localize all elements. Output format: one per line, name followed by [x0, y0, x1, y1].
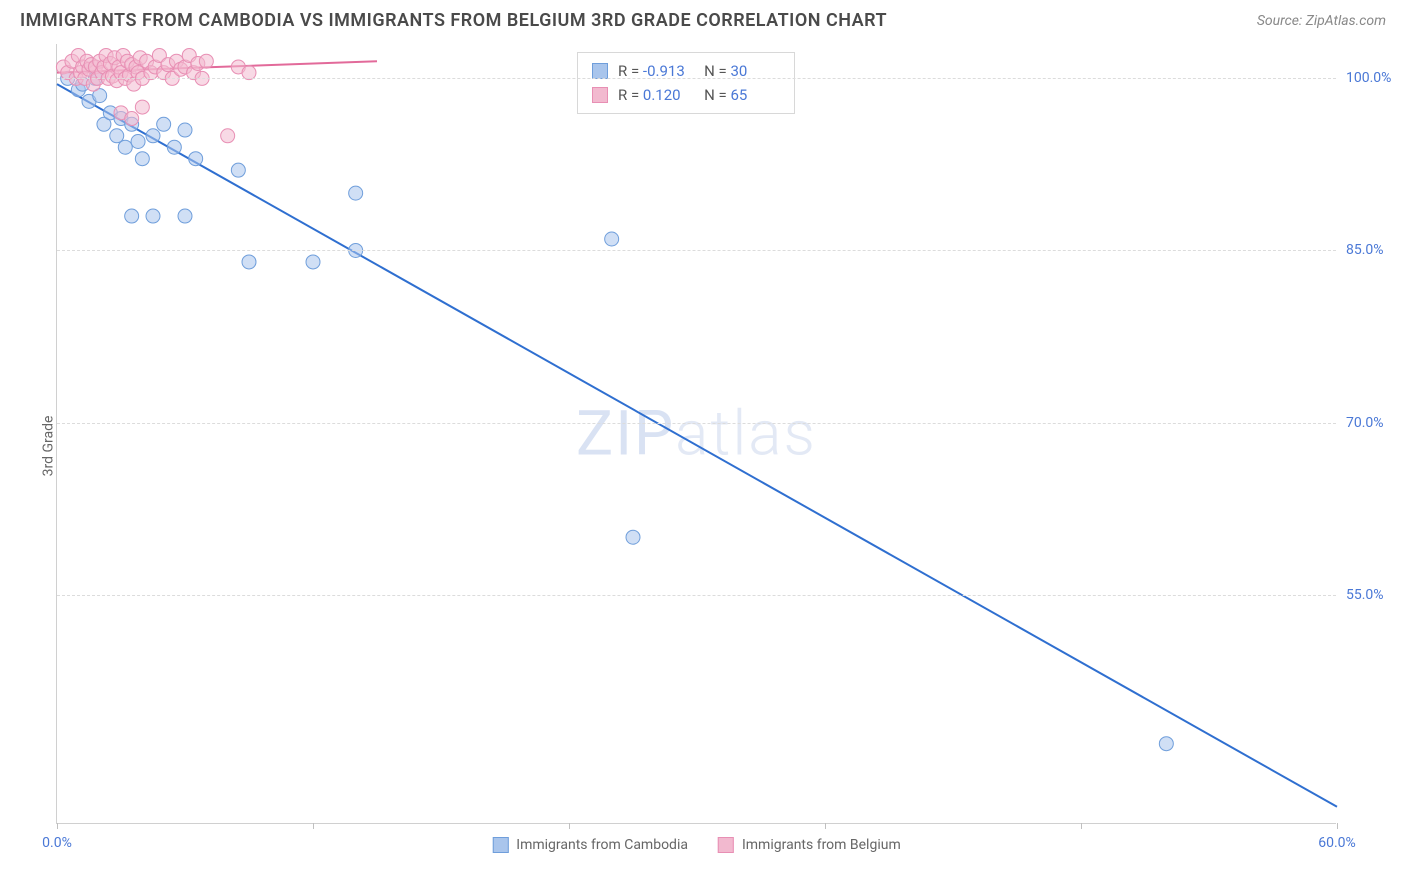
legend-item-cambodia: Immigrants from Cambodia	[492, 837, 688, 853]
chart-plot-area: ZIPatlas R = -0.913 N = 30R = 0.120 N = …	[56, 44, 1336, 824]
data-point-cambodia	[349, 186, 363, 200]
data-point-cambodia	[189, 152, 203, 166]
legend-swatch	[492, 837, 508, 853]
data-point-cambodia	[125, 209, 139, 223]
data-point-cambodia	[242, 255, 256, 269]
gridline	[57, 423, 1336, 424]
x-tick-label: 60.0%	[1318, 835, 1356, 851]
data-point-belgium	[135, 100, 149, 114]
bottom-legend: Immigrants from Cambodia Immigrants from …	[492, 837, 900, 853]
gridline	[57, 250, 1336, 251]
y-tick-label: 100.0%	[1346, 70, 1406, 86]
legend-swatch	[718, 837, 734, 853]
y-axis-label: 3rd Grade	[40, 416, 56, 477]
y-tick-label: 55.0%	[1346, 587, 1406, 603]
legend-swatch	[592, 63, 608, 79]
gridline	[57, 78, 1336, 79]
x-tick-label: 0.0%	[42, 835, 72, 851]
x-tick	[313, 823, 314, 829]
trend-line-cambodia	[57, 84, 1337, 807]
x-tick	[1337, 823, 1338, 829]
data-point-cambodia	[110, 129, 124, 143]
stats-text: R = 0.120 N = 65	[618, 83, 780, 107]
chart-title: IMMIGRANTS FROM CAMBODIA VS IMMIGRANTS F…	[20, 10, 887, 31]
y-tick-label: 85.0%	[1346, 242, 1406, 258]
data-point-cambodia	[157, 117, 171, 131]
stats-row-belgium: R = 0.120 N = 65	[592, 83, 780, 107]
legend-label: Immigrants from Cambodia	[516, 837, 688, 853]
correlation-stats-box: R = -0.913 N = 30R = 0.120 N = 65	[577, 52, 795, 114]
data-point-cambodia	[167, 140, 181, 154]
data-point-belgium	[125, 112, 139, 126]
data-point-cambodia	[135, 152, 149, 166]
x-tick	[825, 823, 826, 829]
x-tick	[1081, 823, 1082, 829]
data-point-cambodia	[626, 530, 640, 544]
data-point-cambodia	[118, 140, 132, 154]
data-point-cambodia	[605, 232, 619, 246]
x-tick	[57, 823, 58, 829]
data-point-cambodia	[231, 163, 245, 177]
chart-header: IMMIGRANTS FROM CAMBODIA VS IMMIGRANTS F…	[0, 0, 1406, 37]
legend-swatch	[592, 87, 608, 103]
legend-item-belgium: Immigrants from Belgium	[718, 837, 901, 853]
data-point-cambodia	[146, 129, 160, 143]
y-tick-label: 70.0%	[1346, 415, 1406, 431]
data-point-cambodia	[1159, 737, 1173, 751]
gridline	[57, 595, 1336, 596]
data-point-belgium	[221, 129, 235, 143]
chart-source: Source: ZipAtlas.com	[1257, 13, 1386, 29]
scatter-svg	[57, 44, 1336, 823]
data-point-cambodia	[178, 123, 192, 137]
data-point-cambodia	[178, 209, 192, 223]
data-point-cambodia	[306, 255, 320, 269]
x-tick	[569, 823, 570, 829]
legend-label: Immigrants from Belgium	[742, 837, 901, 853]
data-point-belgium	[199, 54, 213, 68]
data-point-cambodia	[146, 209, 160, 223]
data-point-cambodia	[131, 135, 145, 149]
